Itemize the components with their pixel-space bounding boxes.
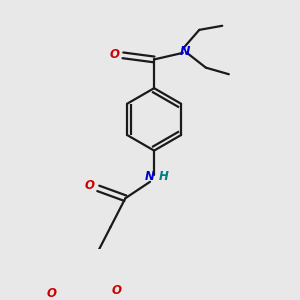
Text: H: H xyxy=(159,170,169,183)
Text: N: N xyxy=(145,170,155,183)
Text: O: O xyxy=(85,179,95,192)
Text: O: O xyxy=(46,287,56,300)
Text: O: O xyxy=(111,284,121,297)
Text: N: N xyxy=(179,45,190,58)
Text: O: O xyxy=(110,48,120,61)
